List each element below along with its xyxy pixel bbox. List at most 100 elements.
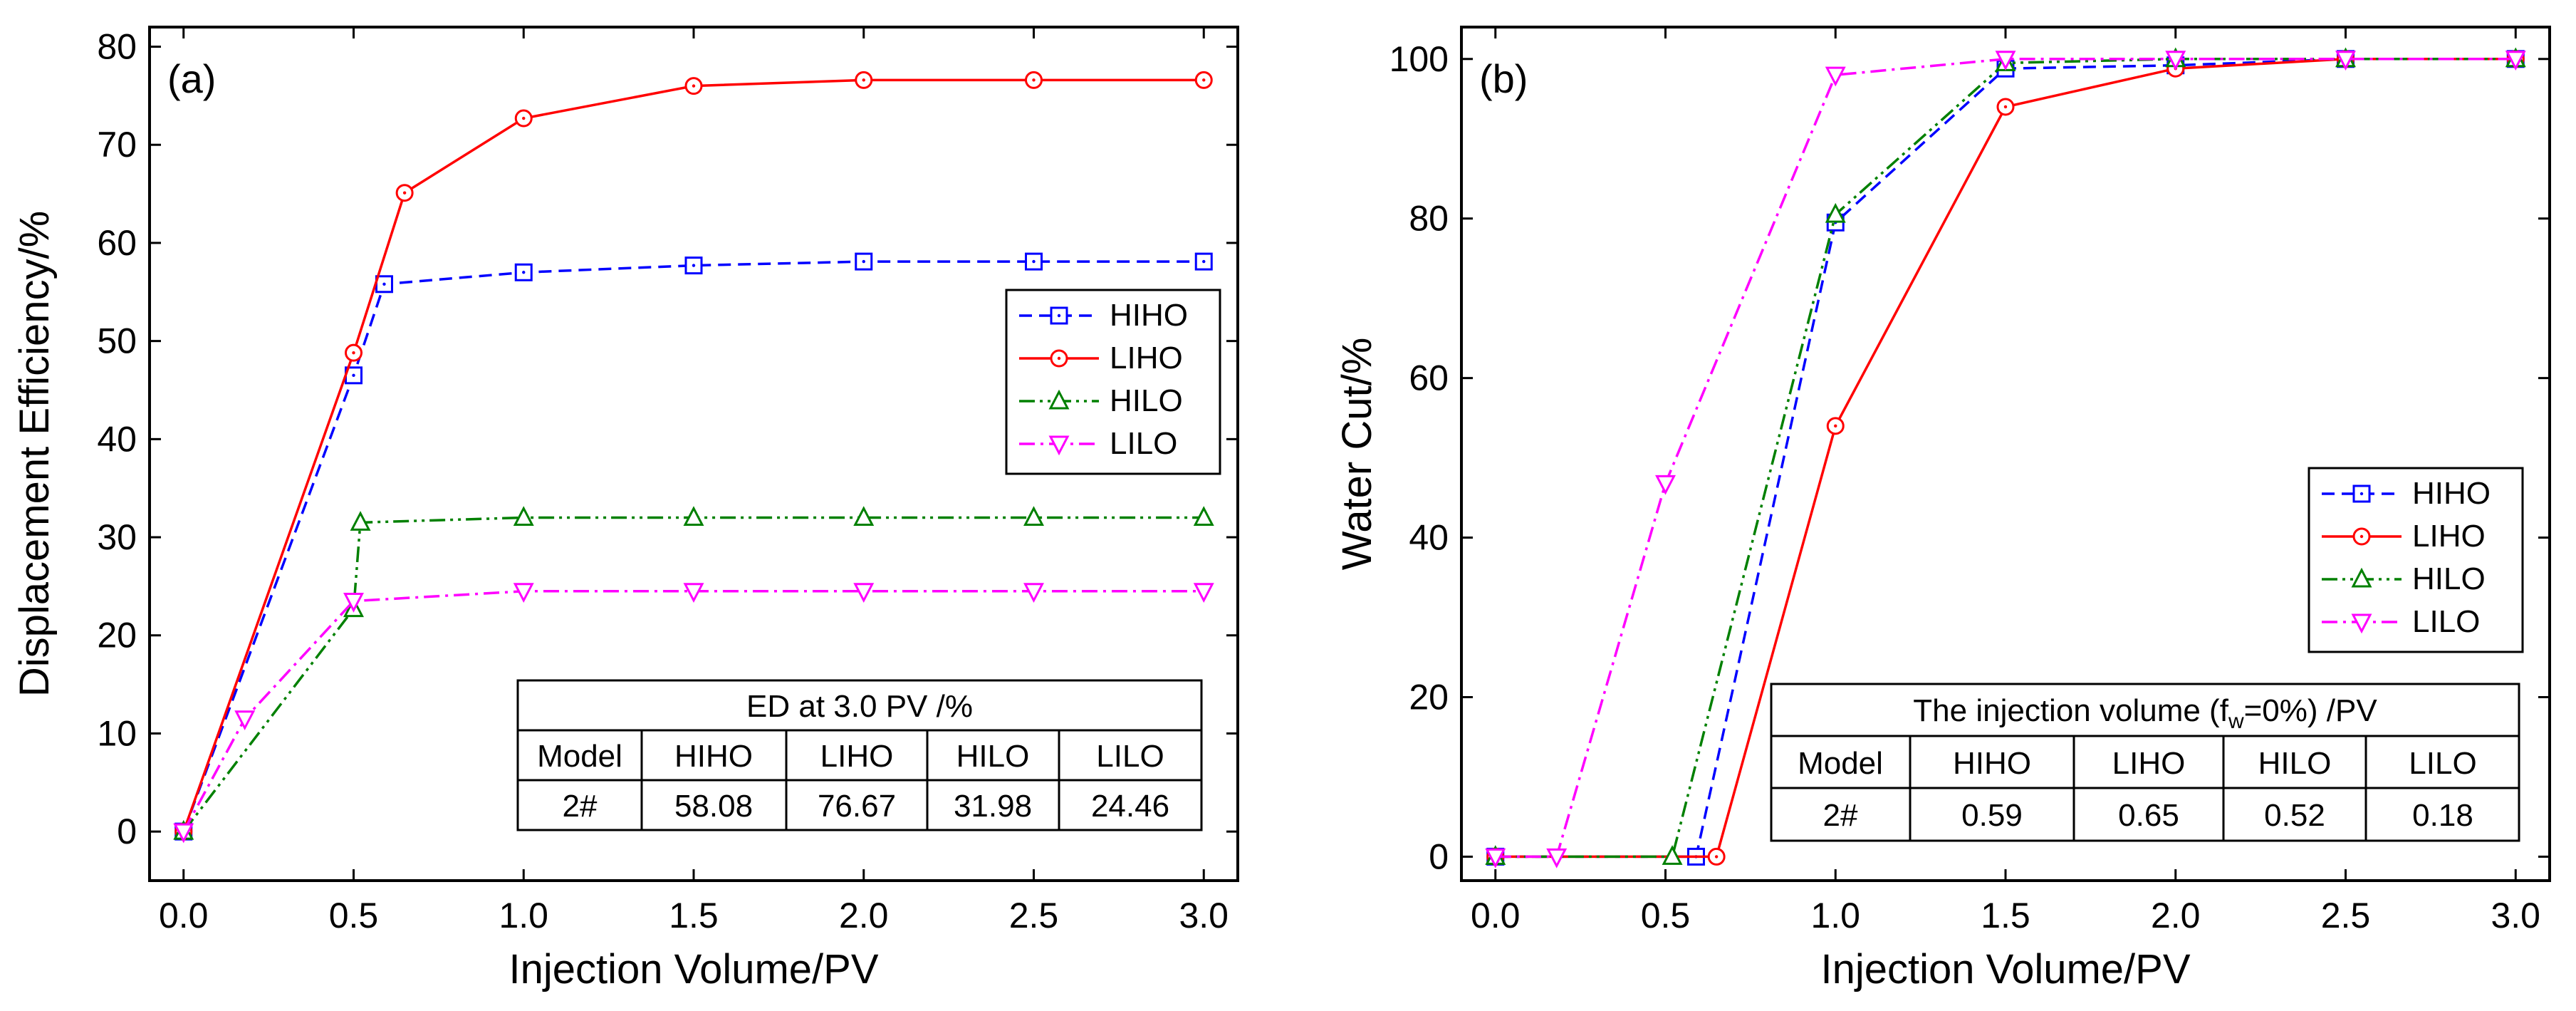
panel-b-x-axis-label: Injection Volume/PV [1820, 946, 2190, 992]
panel-b-table-header: HILO [2258, 746, 2332, 781]
panel-b-x-tick-label: 0.0 [1471, 896, 1521, 935]
panel-a-series-lilo-point [1193, 583, 1214, 603]
panel-b-table-header: LIHO [2112, 746, 2186, 781]
panel-b-series-lilo-point [1546, 848, 1568, 869]
panel-b-series-hilo-point [1825, 202, 1846, 223]
panel-a-table-header: HILO [956, 739, 1030, 774]
panel-b-y-tick-label: 60 [1409, 358, 1449, 398]
panel-b-y-tick-label: 40 [1409, 518, 1449, 558]
panel-a-series-liho-point-center [1202, 78, 1206, 82]
panel-a-table-header: HIHO [674, 739, 753, 774]
panel-a-series-hiho-point-center [862, 259, 865, 264]
panel-a-y-tick-label: 50 [97, 321, 137, 361]
panel-a-series-liho-point-center [522, 116, 526, 120]
panel-b-table-title-part: The injection volume (f [1913, 693, 2228, 728]
panel-a-series-liho-point-center [862, 78, 865, 82]
panel-a-series-hiho-point-center [522, 271, 526, 274]
panel-a-x-axis-label: Injection Volume/PV [509, 946, 878, 992]
panel-a-x-tick-label: 0.0 [159, 896, 209, 935]
panel-b-x-tick-label: 0.5 [1641, 896, 1691, 935]
panel-b-table-cell: 0.52 [2264, 798, 2325, 833]
panel-b-table: The injection volume (fw=0%) /PV Model H… [1770, 683, 2520, 842]
panel-a-series-liho-line [182, 78, 1204, 832]
panel-b-table-cell: 0.65 [2118, 798, 2179, 833]
panel-b-series-liho-point-center [1834, 424, 1837, 428]
panel-a-series-hiho-line [182, 260, 1204, 832]
panel-a-y-tick-label: 10 [97, 713, 137, 753]
panel-b-legend-marker-lilo [2351, 613, 2372, 634]
panel-a-table-cell: 24.46 [1091, 789, 1169, 824]
panel-b-x-tick-label: 3.0 [2491, 896, 2540, 935]
panel-a-y-tick-label: 0 [117, 812, 137, 851]
panel-a-x-tick-label: 2.0 [839, 896, 889, 935]
panel-a-table-cell: 58.08 [674, 789, 753, 824]
panel-b-series-liho-point-center [2003, 105, 2008, 109]
panel-b-legend-label-hilo: HILO [2412, 561, 2486, 596]
panel-b-series-lilo-point [1485, 848, 1506, 869]
panel-b-table-border [1770, 683, 2520, 842]
panel-a-legend-label-hilo: HILO [1110, 383, 1183, 418]
panel-b-marks [1485, 47, 2526, 869]
panel-b-y-tick-label: 20 [1409, 677, 1449, 717]
panel-a-legend-label-lilo: LILO [1110, 426, 1177, 461]
panel-b-table-header: HIHO [1953, 746, 2031, 781]
panel-a: 0.0 0.5 1.0 1.5 2.0 2.5 3.0 0 10 20 30 40 50 60 70 80 (… [11, 26, 1239, 992]
panel-a-series-hilo-point [1023, 506, 1044, 527]
panel-b-legend-label-liho: LIHO [2412, 519, 2486, 554]
panel-a-series-liho-point-center [1032, 78, 1036, 82]
panel-a-series-hilo-point [1193, 506, 1214, 527]
panel-a-series-hiho-point-center [692, 264, 696, 267]
panel-a-legend-label-hiho: HIHO [1110, 298, 1188, 333]
panel-a-y-tick-label: 20 [97, 616, 137, 655]
panel-a-legend: HIHO LIHO HILO LILO [1005, 289, 1221, 475]
panel-b-table-title-subscript: w [2228, 710, 2244, 733]
panel-a-series-hilo-point [350, 511, 371, 531]
panel-a-series-lilo-point [683, 583, 704, 603]
panel-b-table-header: LILO [2409, 746, 2476, 781]
panel-a-table-header: Model [537, 739, 622, 774]
panel-b-legend-marker-hilo [2351, 567, 2372, 588]
panel-a-series-hiho-point-center [1032, 259, 1036, 264]
panel-b-ticks: 0.0 0.5 1.0 1.5 2.0 2.5 3.0 0 20 40 60 80 100 [1389, 27, 2550, 935]
panel-b-table-title: The injection volume (fw=0%) /PV [1913, 693, 2377, 733]
panel-b-legend-label-hiho: HIHO [2412, 476, 2491, 511]
panel-b-y-tick-label: 100 [1389, 39, 1449, 79]
panel-a-legend-marker-liho-center [1057, 356, 1061, 361]
panel-a-series-liho-point-center [692, 84, 696, 88]
panel-b: 0.0 0.5 1.0 1.5 2.0 2.5 3.0 0 20 40 60 80 100 (b) In… [1334, 26, 2551, 992]
panel-a-y-tick-label: 30 [97, 517, 137, 557]
panel-b-legend-label-lilo: LILO [2412, 604, 2480, 639]
panel-a-legend-marker-lilo [1048, 435, 1070, 456]
panel-a-table-cell: 2# [563, 789, 598, 824]
panel-a-table-cell: 31.98 [954, 789, 1032, 824]
panel-a-series-liho-point-center [352, 351, 355, 355]
panel-a-legend-samples [1019, 306, 1099, 456]
panel-b-series-hilo-point [1662, 845, 1683, 865]
panel-a-series-hilo-point [853, 506, 875, 527]
panel-a-series-lilo-point [1023, 583, 1044, 603]
panel-a-series-lilo-point [173, 823, 194, 844]
panel-b-series-lilo-point [2165, 51, 2186, 71]
panel-a-series-lilo-line [182, 590, 1204, 832]
panel-b-legend-samples [2322, 484, 2402, 634]
panel-b-table-title-part: =0%) /PV [2244, 693, 2378, 728]
panel-a-y-tick-label: 40 [97, 419, 137, 459]
panel-b-x-tick-label: 1.5 [1981, 896, 2030, 935]
panel-b-series-liho-point-center [1714, 855, 1719, 859]
panel-b-x-tick-label: 2.5 [2321, 896, 2371, 935]
panel-b-table-cell: 0.59 [1961, 798, 2023, 833]
panel-b-series-lilo-line [1495, 58, 2516, 859]
panel-b-series-lilo-point [2505, 51, 2526, 71]
panel-a-y-tick-label: 80 [97, 27, 137, 67]
panel-b-y-tick-label: 80 [1409, 199, 1449, 239]
panel-b-series-lilo-point [1995, 51, 2016, 71]
panel-b-legend-marker-hiho-center [2359, 492, 2364, 496]
panel-a-ticks: 0.0 0.5 1.0 1.5 2.0 2.5 3.0 0 10 20 30 40 50 60 70 80 [97, 27, 1238, 935]
panel-a-y-tick-label: 70 [97, 125, 137, 165]
panel-a-series-hiho-point-center [1202, 259, 1206, 264]
panel-a-legend-marker-hiho-center [1057, 313, 1061, 318]
panel-a-series-hiho-point-center [352, 373, 355, 378]
panel-a-legend-label-liho: LIHO [1110, 341, 1183, 375]
panel-b-label: (b) [1479, 56, 1528, 101]
